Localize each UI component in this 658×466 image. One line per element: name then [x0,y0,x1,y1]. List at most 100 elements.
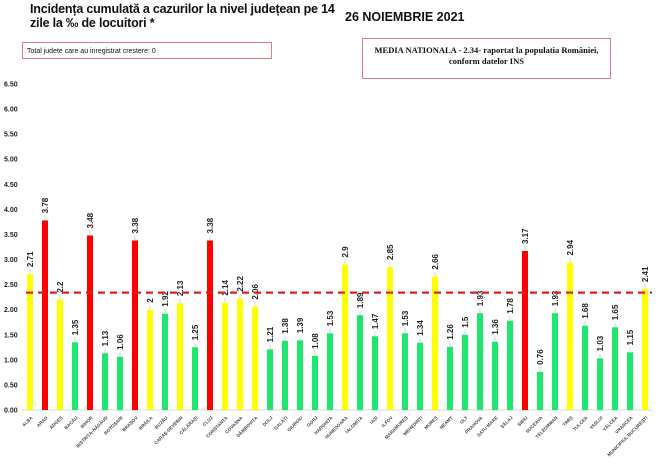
data-label: 2.9 [341,246,350,258]
data-label: 1.34 [416,320,425,336]
category-label: SIBIU [516,415,529,428]
category-label: ALBA [21,415,34,428]
category-label: GIURGIU [286,415,304,433]
data-label: 1.78 [506,298,515,314]
data-label: 1.36 [491,319,500,335]
bar-neam- [447,346,453,410]
data-label: 1.26 [446,324,455,340]
category-label: BACĂU [63,414,79,430]
y-tick-label: 1.50 [4,332,18,339]
y-tick-label: 3.00 [4,257,18,264]
national-average-line2: conform datelor INS [449,56,524,66]
y-tick-label: 0.00 [4,408,18,415]
y-tick-label: 3.50 [4,232,18,239]
category-label: SĂLAJ [499,414,514,429]
data-label: 1.08 [311,333,320,349]
bar-municipiul-bucure-ti [642,289,648,410]
bar-suceava [537,371,543,410]
bar-dolj [267,349,273,410]
data-label: 1.93 [551,290,560,306]
category-label: BRAȘOV [121,415,140,434]
bar-br-ila [147,309,153,410]
data-label: 2.14 [221,280,230,296]
y-tick-label: 2.00 [4,307,18,314]
national-average-box: MEDIA NATIONALA - 2.34- raportat la popu… [362,38,611,79]
y-tick-label: 4.50 [4,182,18,189]
category-label: NEAMȚ [439,415,454,430]
bar-vrancea [627,352,633,410]
bar-buz-u [162,313,168,410]
data-label: 3.78 [41,197,50,213]
data-label: 1.92 [161,291,170,307]
data-label: 1.25 [191,324,200,340]
bar-alba [27,274,33,410]
bar-harghita [327,333,333,410]
bar-s-laj [507,320,513,410]
data-label: 1.03 [596,335,605,351]
bar-maramure- [402,333,408,410]
data-label: 1.47 [371,313,380,329]
data-label: 2.13 [176,280,185,296]
y-tick-label: 5.50 [4,132,18,139]
bar-giurgiu [297,340,303,410]
data-label: 2.71 [26,251,35,267]
data-label: 1.89 [356,292,365,308]
data-label: 2.94 [566,239,575,255]
data-label: 1.65 [611,304,620,320]
category-label: OLT [459,415,469,425]
category-label: ARAD [36,415,49,428]
increase-count-box: Total judete care au inregistrat crester… [22,42,272,59]
category-label: ARGEȘ [49,415,65,431]
chart-title: Incidența cumulată a cazurilor la nivel … [30,2,335,30]
bar-gala-i [282,340,288,410]
bar-ilfov [387,267,393,410]
data-label: 1.21 [266,326,275,342]
data-label: 2.2 [56,281,65,293]
bar-prahova [477,313,483,410]
bar-mehedin-i [417,342,423,410]
bar-ia-i [372,336,378,410]
bar-d-mbovi-a [252,306,258,410]
national-average-line1: MEDIA NATIONALA - 2.34- raportat la popu… [374,45,599,55]
category-label: CLUJ [202,415,214,427]
bar-cluj [207,240,213,410]
bar-gorj [312,355,318,410]
bar-constan-a [222,302,228,410]
data-label: 1.13 [101,330,110,346]
bar-tulcea [582,325,588,410]
bar-bihor [87,235,93,410]
bar-olt [462,334,468,410]
data-label: 1.93 [476,290,485,306]
data-label: 2.41 [641,266,650,282]
y-tick-label: 2.50 [4,282,18,289]
bar-hunedoara [342,264,348,410]
data-label: 3.38 [131,217,140,233]
bar-c-l-ra-i [192,347,198,410]
y-tick-label: 6.00 [4,107,18,114]
bar-covasna [237,298,243,410]
category-label: IAȘI [369,415,380,426]
y-tick-label: 1.00 [4,357,18,364]
category-label: TULCEA [572,415,589,432]
data-label: 1.35 [71,319,80,335]
bar-sibiu [522,251,528,410]
category-label: GORJ [306,415,319,428]
data-label: 1.68 [581,303,590,319]
category-label: MUREȘ [423,415,439,431]
data-label: 3.38 [206,217,215,233]
data-label: 2.66 [431,253,440,269]
bar-bistri-a-n-s-ud [102,353,108,410]
data-label: 0.76 [536,349,545,365]
bar-arge- [57,299,63,410]
y-tick-label: 0.50 [4,382,18,389]
data-label: 2.85 [386,244,395,260]
bar-teleorman [552,313,558,410]
data-label: 1.06 [116,334,125,350]
bar-satu-mare [492,341,498,410]
bar-bra-ov [132,240,138,410]
bar-timi- [567,262,573,410]
data-label: 1.39 [296,317,305,333]
category-label: TIMIȘ [562,415,575,428]
bar-v-lcea [612,327,618,410]
chart-date: 26 NOIEMBRIE 2021 [345,10,465,24]
